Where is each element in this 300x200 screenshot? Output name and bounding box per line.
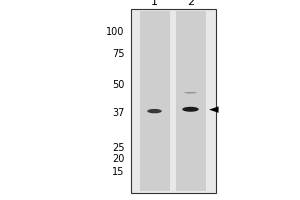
Text: 15: 15 bbox=[112, 167, 124, 177]
Bar bbox=[140, 11, 169, 191]
Text: 2: 2 bbox=[187, 0, 194, 7]
Text: 100: 100 bbox=[106, 27, 124, 37]
Ellipse shape bbox=[182, 107, 199, 112]
Ellipse shape bbox=[147, 109, 162, 113]
Text: 75: 75 bbox=[112, 49, 124, 59]
Text: 50: 50 bbox=[112, 80, 124, 90]
Text: 20: 20 bbox=[112, 154, 124, 164]
Text: 1: 1 bbox=[151, 0, 158, 7]
Text: 25: 25 bbox=[112, 143, 124, 153]
Bar bbox=[130, 9, 216, 193]
Bar bbox=[176, 11, 206, 191]
Text: ◄: ◄ bbox=[208, 103, 218, 116]
Text: 37: 37 bbox=[112, 108, 124, 118]
Ellipse shape bbox=[184, 92, 197, 94]
